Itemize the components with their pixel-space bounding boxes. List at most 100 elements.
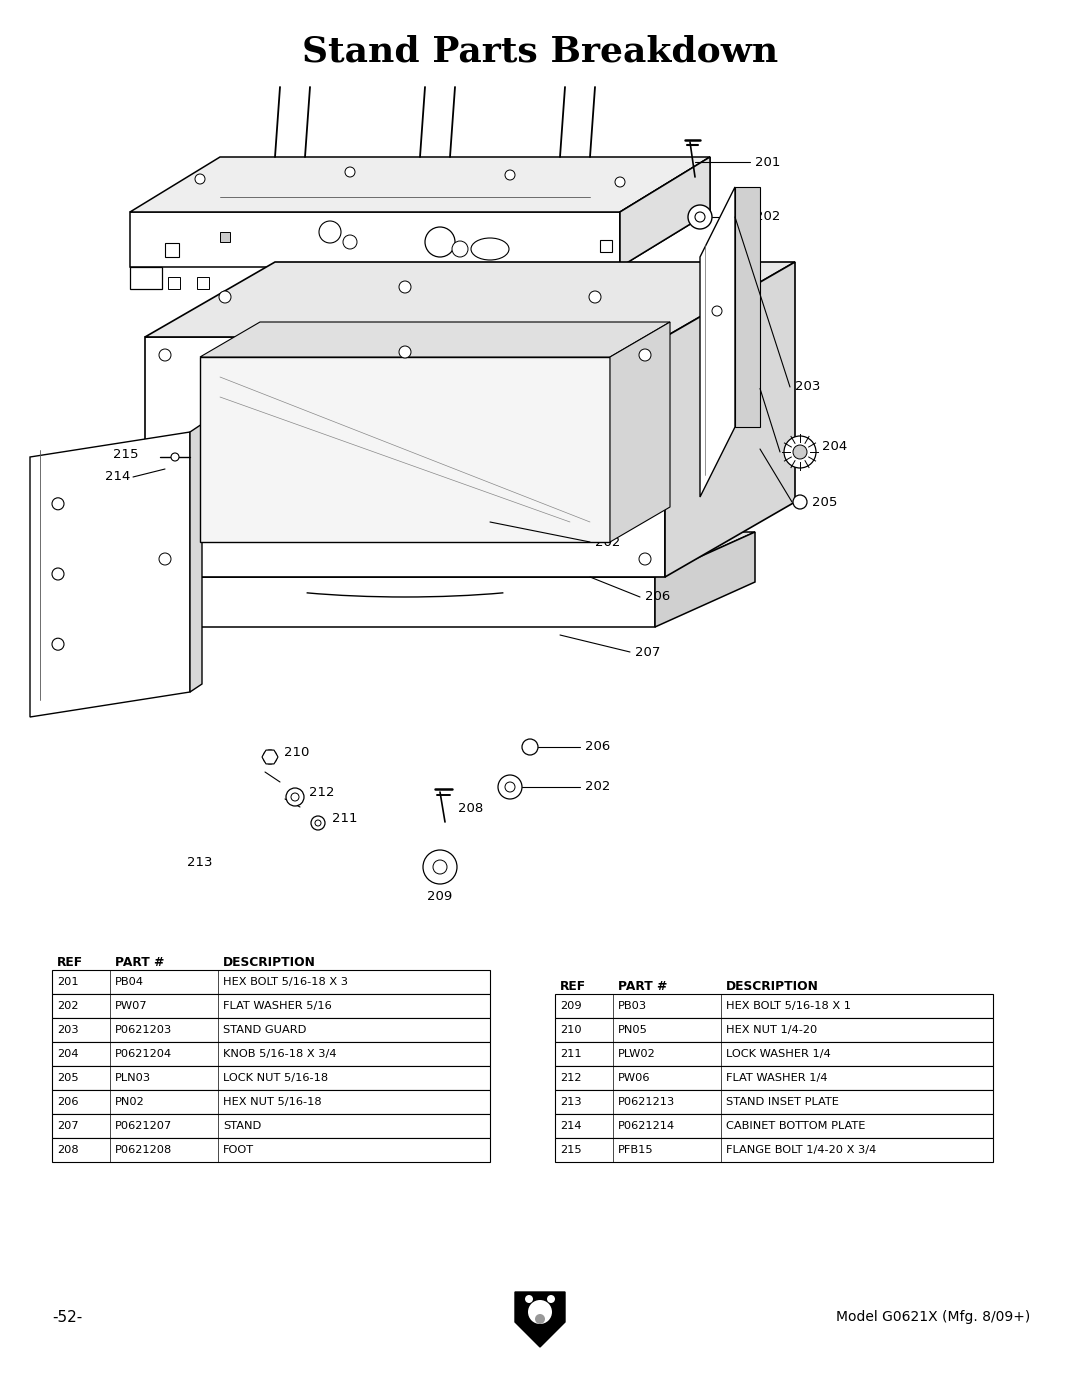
Text: 210: 210 [561,1025,582,1035]
Bar [52,1090,490,1113]
Circle shape [784,436,816,468]
Text: PART #: PART # [618,979,667,992]
Text: 201: 201 [57,977,79,988]
Polygon shape [145,263,795,337]
Polygon shape [610,321,670,542]
Circle shape [159,349,171,360]
Circle shape [545,1294,557,1305]
Circle shape [526,1298,554,1326]
Bar [52,1018,490,1042]
Text: 206: 206 [645,591,671,604]
Circle shape [433,861,447,875]
Text: PN05: PN05 [618,1025,648,1035]
Polygon shape [156,577,654,627]
Text: -52-: -52- [52,1309,82,1324]
Text: P0621208: P0621208 [114,1146,172,1155]
Text: PN02: PN02 [114,1097,145,1106]
Bar [555,1066,993,1090]
Circle shape [311,816,325,830]
Polygon shape [130,212,620,267]
Text: 211: 211 [561,1049,582,1059]
Bar [197,277,210,289]
Bar [220,232,230,242]
Text: 202: 202 [585,781,610,793]
Bar [168,277,180,289]
Text: REF: REF [561,979,586,992]
Polygon shape [735,187,760,427]
Text: 207: 207 [57,1120,79,1132]
Circle shape [286,788,303,806]
Polygon shape [262,750,278,764]
Text: HEX BOLT 5/16-18 X 3: HEX BOLT 5/16-18 X 3 [222,977,348,988]
Circle shape [264,750,276,764]
Bar [555,1113,993,1139]
Text: 202: 202 [595,535,620,549]
Text: 214: 214 [105,471,130,483]
Polygon shape [620,156,710,267]
Text: DESCRIPTION: DESCRIPTION [726,979,819,992]
Circle shape [498,775,522,799]
Circle shape [589,291,600,303]
Text: 204: 204 [822,440,847,454]
Bar [555,1090,993,1113]
Circle shape [615,177,625,187]
Text: P0621203: P0621203 [114,1025,172,1035]
Text: 202: 202 [57,1002,79,1011]
Text: 206: 206 [585,740,610,753]
Bar [52,1139,490,1162]
Text: 209: 209 [561,1002,582,1011]
Circle shape [712,306,723,316]
Text: P0621213: P0621213 [618,1097,675,1106]
Text: P0621214: P0621214 [618,1120,675,1132]
Circle shape [219,291,231,303]
Text: FLAT WASHER 5/16: FLAT WASHER 5/16 [222,1002,332,1011]
Text: PART #: PART # [114,956,164,968]
Circle shape [522,739,538,754]
Polygon shape [620,156,710,267]
Text: PLW02: PLW02 [618,1049,656,1059]
Circle shape [696,212,705,222]
Circle shape [525,1295,534,1303]
Text: 206: 206 [57,1097,79,1106]
Circle shape [195,175,205,184]
Polygon shape [30,432,190,717]
Text: 207: 207 [635,645,660,658]
Circle shape [315,820,321,826]
Text: 201: 201 [755,155,781,169]
Text: 202: 202 [755,211,781,224]
Bar [555,1042,993,1066]
Circle shape [52,569,64,580]
Polygon shape [515,1292,565,1347]
Text: DESCRIPTION: DESCRIPTION [222,956,315,968]
Text: 203: 203 [795,380,821,394]
Text: HEX BOLT 5/16-18 X 1: HEX BOLT 5/16-18 X 1 [726,1002,851,1011]
Circle shape [688,205,712,229]
Circle shape [528,1301,552,1324]
Circle shape [423,849,457,884]
Text: PW07: PW07 [114,1002,148,1011]
Circle shape [399,346,411,358]
Polygon shape [130,156,710,212]
Circle shape [523,1294,535,1305]
Circle shape [546,1295,555,1303]
Text: 212: 212 [309,785,335,799]
Text: PW06: PW06 [618,1073,650,1083]
Circle shape [345,168,355,177]
Text: STAND: STAND [222,1120,261,1132]
Circle shape [399,281,411,293]
Bar [555,1139,993,1162]
Text: LOCK NUT 5/16-18: LOCK NUT 5/16-18 [222,1073,328,1083]
Bar [600,240,612,251]
Circle shape [343,235,357,249]
Bar [52,995,490,1018]
Polygon shape [200,321,670,358]
Text: 214: 214 [561,1120,581,1132]
Circle shape [426,226,455,257]
Circle shape [639,553,651,564]
Text: PFB15: PFB15 [618,1146,653,1155]
Text: HEX NUT 5/16-18: HEX NUT 5/16-18 [222,1097,322,1106]
Text: 211: 211 [332,812,357,824]
Polygon shape [665,263,795,577]
Text: STAND GUARD: STAND GUARD [222,1025,307,1035]
Text: 213: 213 [187,855,213,869]
